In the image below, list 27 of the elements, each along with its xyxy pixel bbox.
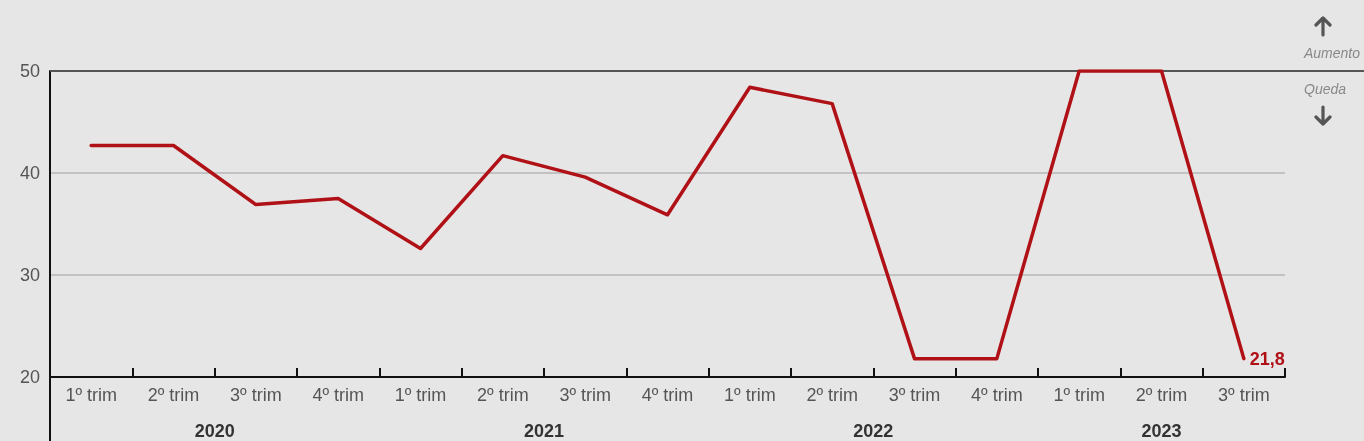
x-tick-label: 1º trim xyxy=(1053,385,1105,405)
x-tick-label: 4º trim xyxy=(971,385,1023,405)
data-label: 21,8 xyxy=(1249,348,1285,369)
x-tick-label: 1º trim xyxy=(394,385,447,405)
x-tick-label: 4º trim xyxy=(641,385,694,405)
x-tick-label: 1º trim xyxy=(724,385,776,405)
text: 2021 xyxy=(523,421,565,441)
text: 2020 xyxy=(194,421,235,441)
x-tick-label: 3º trim xyxy=(230,385,282,405)
x-tick-label: 3º trim xyxy=(559,385,611,405)
annotation: Aumento xyxy=(1303,45,1361,61)
x-tick-label: 2º trim xyxy=(806,385,858,405)
x-tick-label: 4º trim xyxy=(312,385,364,405)
line-series xyxy=(89,69,1246,361)
text: 2023 xyxy=(1141,421,1182,441)
x-tick-label: 1º trim xyxy=(65,385,117,405)
y-tick-label: 30 xyxy=(19,265,40,285)
x-tick-label: 3º trim xyxy=(1218,385,1270,405)
x-tick-label: 3º trim xyxy=(888,385,941,405)
x-tick-label: 2º trim xyxy=(147,385,200,405)
y-tick-label: 20 xyxy=(19,367,40,387)
y-tick-label: 50 xyxy=(19,61,40,81)
text: 2022 xyxy=(853,421,894,441)
x-tick-label: 2º trim xyxy=(477,385,529,405)
x-tick-label: 2º trim xyxy=(1135,385,1188,405)
y-tick-label: 40 xyxy=(19,163,40,183)
annotation: Queda xyxy=(1304,81,1347,97)
